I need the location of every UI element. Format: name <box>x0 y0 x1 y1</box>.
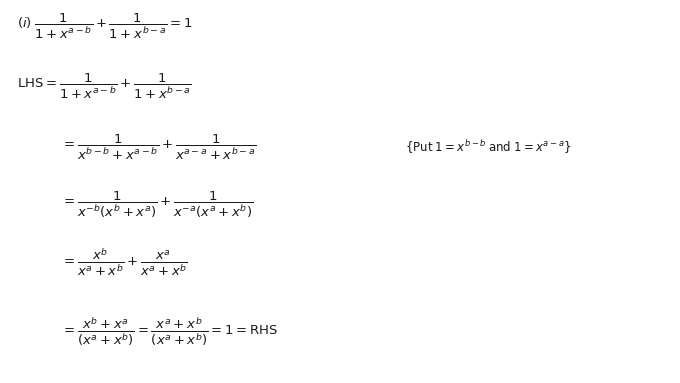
Text: $\mathrm{LHS} = \dfrac{1}{1+x^{a-b}} + \dfrac{1}{1+x^{b-a}}$: $\mathrm{LHS} = \dfrac{1}{1+x^{a-b}} + \… <box>17 72 192 101</box>
Text: $\{\mathrm{Put}\; 1 = x^{b-b}\; \mathrm{and}\; 1 = x^{a-a}\}$: $\{\mathrm{Put}\; 1 = x^{b-b}\; \mathrm{… <box>405 139 571 156</box>
Text: $(i)\;\dfrac{1}{1+x^{a-b}} + \dfrac{1}{1+x^{b-a}} = 1$: $(i)\;\dfrac{1}{1+x^{a-b}} + \dfrac{1}{1… <box>17 12 192 41</box>
Text: $= \dfrac{1}{x^{-b}(x^{b}+x^{a})} + \dfrac{1}{x^{-a}(x^{a}+x^{b})}$: $= \dfrac{1}{x^{-b}(x^{b}+x^{a})} + \dfr… <box>61 190 254 220</box>
Text: $= \dfrac{x^{b}}{x^{a}+x^{b}} + \dfrac{x^{a}}{x^{a}+x^{b}}$: $= \dfrac{x^{b}}{x^{a}+x^{b}} + \dfrac{x… <box>61 246 188 278</box>
Text: $= \dfrac{x^{b}+x^{a}}{(x^{a}+x^{b})} = \dfrac{x^{a}+x^{b}}{(x^{a}+x^{b})} = 1 =: $= \dfrac{x^{b}+x^{a}}{(x^{a}+x^{b})} = … <box>61 315 278 348</box>
Text: $= \dfrac{1}{x^{b-b}+x^{a-b}} + \dfrac{1}{x^{a-a}+x^{b-a}}$: $= \dfrac{1}{x^{b-b}+x^{a-b}} + \dfrac{1… <box>61 133 257 162</box>
